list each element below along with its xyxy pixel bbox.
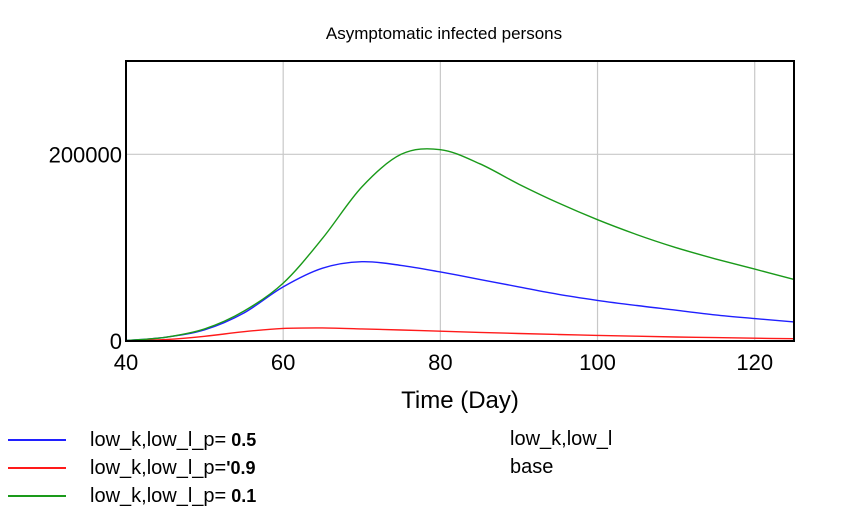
legend-swatch-0 xyxy=(8,439,66,441)
x-tick-label: 120 xyxy=(736,350,773,375)
x-tick-label: 80 xyxy=(428,350,452,375)
plot-frame xyxy=(125,60,795,342)
chart: Asymptomatic infected persons 40 60 80 100 1… xyxy=(49,24,795,414)
legend-label-0: low_k,low_l_p= 0.5 xyxy=(90,428,257,451)
y-tick-label: 200000 xyxy=(49,142,122,167)
legend-item-0: low_k,low_l_p= 0.5 xyxy=(0,426,256,454)
legend-label-1: low_k,low_l_p='0.9 xyxy=(90,456,256,479)
legend-item-1: low_k,low_l_p='0.9 xyxy=(0,454,256,482)
series-line-2 xyxy=(125,148,795,342)
legend-extra-0: low_k,low_l xyxy=(510,428,613,450)
x-tick-label: 40 xyxy=(114,350,138,375)
series-line-1 xyxy=(125,327,795,342)
chart-title: Asymptomatic infected persons xyxy=(326,24,562,43)
series-lines xyxy=(125,148,795,342)
grid xyxy=(126,61,794,341)
legend-swatch-2 xyxy=(8,495,66,497)
series-line-0 xyxy=(125,260,795,342)
legend-swatch-1 xyxy=(8,467,66,469)
y-tick-label: 0 xyxy=(110,329,122,354)
legend-item-2: low_k,low_l_p= 0.1 xyxy=(0,482,256,510)
x-tick-label: 60 xyxy=(271,350,295,375)
x-tick-label: 100 xyxy=(579,350,616,375)
legend-label-2: low_k,low_l_p= 0.1 xyxy=(90,484,257,507)
x-axis-label: Time (Day) xyxy=(401,387,519,414)
tick-labels: 40 60 80 100 120 0 200000 xyxy=(49,142,773,375)
legend: low_k,low_l_p= 0.5 low_k,low_l_p='0.9 lo… xyxy=(0,424,842,514)
legend-extra-1: base xyxy=(510,456,554,478)
